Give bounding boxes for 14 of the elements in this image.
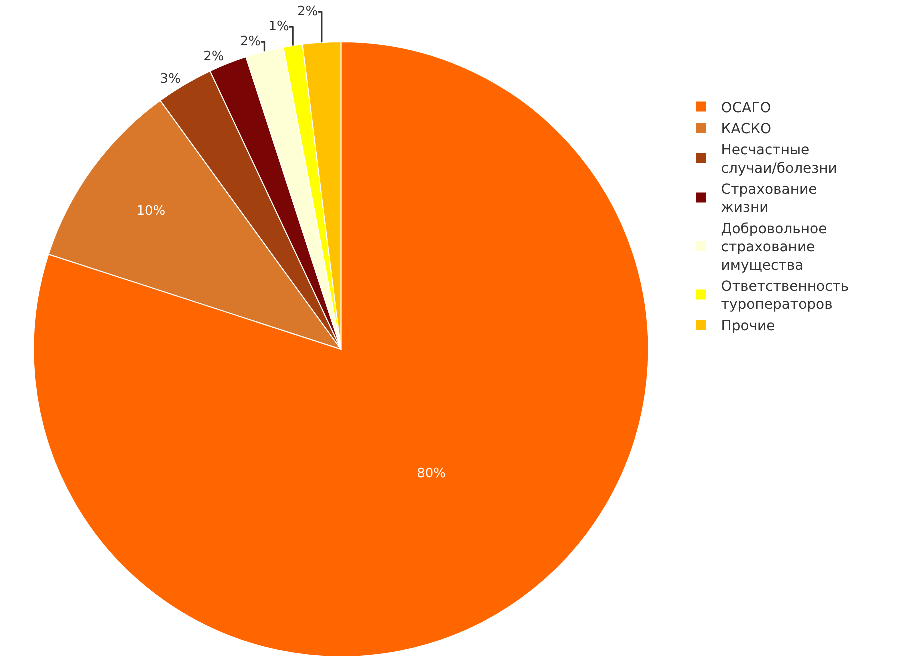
data-label: 80% (417, 466, 446, 482)
legend-label: Ответственность туроператоров (721, 279, 850, 314)
legend-label: КАСКО (721, 121, 772, 138)
data-label: 10% (136, 204, 166, 219)
data-label: 1% (268, 20, 290, 35)
legend-label: ОСАГО (721, 100, 772, 116)
data-label: 2% (204, 50, 224, 65)
data-label: 3% (160, 72, 181, 87)
legend-label: Страхование жизни (721, 182, 818, 216)
legend-label: Несчастные случаи/болезни (721, 142, 838, 177)
data-label: 2% (298, 4, 318, 20)
legend-label: Прочие (721, 318, 776, 334)
data-label: 2% (240, 34, 261, 50)
legend-label: Добровольное страхование имущества (721, 221, 828, 274)
